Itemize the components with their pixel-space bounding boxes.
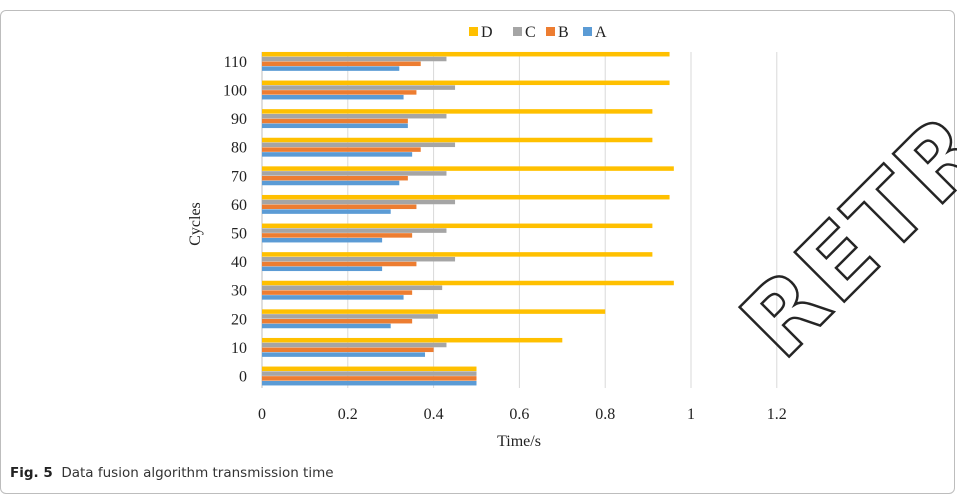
bar-a-70 [262,180,400,186]
bar-c-10 [262,342,447,348]
y-tick-label: 10 [231,340,247,357]
bar-d-80 [262,137,653,143]
bar-d-50 [262,223,653,229]
y-tick-label: 70 [231,168,247,185]
y-axis-title: Cycles [187,202,204,246]
y-tick-label: 50 [231,226,247,243]
bar-b-70 [262,175,408,181]
bar-b-100 [262,90,417,95]
y-tick-label: 60 [231,197,247,214]
bar-b-30 [262,290,413,295]
bar-a-0 [262,380,477,386]
bar-a-60 [262,209,391,214]
bar-b-50 [262,233,413,238]
legend-swatch-b [546,27,555,36]
bar-c-60 [262,199,456,205]
x-tick-label: 0.2 [338,406,358,423]
x-tick-label: 1.2 [767,406,787,423]
bar-d-110 [262,51,670,57]
y-tick-label: 90 [231,111,247,128]
bar-c-30 [262,285,443,291]
x-tick-label: 0.4 [424,406,444,423]
y-tick-label: 110 [224,54,247,71]
bar-b-0 [262,376,477,381]
bar-a-10 [262,352,426,357]
y-tick-label: 20 [231,311,247,328]
bar-a-20 [262,323,391,329]
bar-b-20 [262,318,413,324]
x-tick-label: 0 [258,406,266,423]
x-tick-label: 1 [687,406,695,423]
bars [262,51,674,386]
bar-b-80 [262,147,421,152]
y-tick-label: 40 [231,254,247,271]
y-tick-label: 80 [231,140,247,157]
y-tick-label: 100 [223,83,247,100]
bar-a-90 [262,123,408,129]
x-axis-title: Time/s [497,433,541,450]
bar-c-70 [262,171,447,176]
bar-b-110 [262,61,421,67]
bar-b-10 [262,347,434,353]
x-tick-label: 0.6 [509,406,529,423]
bar-a-40 [262,266,383,272]
bar-a-110 [262,66,400,71]
grid-lines [261,52,778,388]
bar-d-100 [262,80,670,86]
legend-swatch-c [513,27,522,36]
bar-d-90 [262,109,653,114]
y-tick-label: 0 [239,369,247,386]
bar-c-80 [262,142,456,148]
x-tick-label: 0.8 [595,406,615,423]
legend-swatch-d [469,27,478,36]
x-tick-labels: 0 0.2 0.4 0.6 0.8 1 1.2 [258,406,787,423]
bar-d-0 [262,366,477,372]
legend-label-c: C [525,24,536,41]
bar-d-30 [262,280,674,286]
bar-c-100 [262,85,456,90]
bar-d-70 [262,166,674,171]
bar-d-10 [262,337,563,343]
legend-label-a: A [595,24,607,41]
bar-c-50 [262,228,447,233]
y-tick-label: 30 [231,283,247,300]
legend-label-b: B [558,24,569,41]
caption-text: Data fusion algorithm transmission time [61,465,334,481]
y-tick-labels: 0 10 20 30 40 50 60 70 80 90 100 110 [223,54,247,386]
bar-b-60 [262,204,417,210]
legend-label-d: D [481,24,493,41]
figure-caption: Fig. 5 Data fusion algorithm transmissio… [10,465,334,481]
bar-chart: 0 10 20 30 40 50 60 70 80 90 100 110 0 0.2 0.4 0.6 0.8 1… [187,24,787,450]
bar-a-50 [262,237,383,243]
bar-c-110 [262,56,447,62]
caption-label: Fig. 5 [10,465,53,481]
bar-c-40 [262,256,456,262]
bar-a-80 [262,152,413,157]
bar-b-40 [262,261,417,267]
bar-c-90 [262,113,447,119]
bar-a-100 [262,94,404,100]
bar-c-0 [262,371,477,376]
bar-d-60 [262,194,670,200]
figure-frame [0,10,955,494]
bar-d-40 [262,252,653,257]
bar-a-30 [262,295,404,300]
bar-d-20 [262,309,606,314]
bar-c-20 [262,314,438,319]
bar-b-90 [262,118,408,124]
legend-swatch-a [583,27,592,36]
